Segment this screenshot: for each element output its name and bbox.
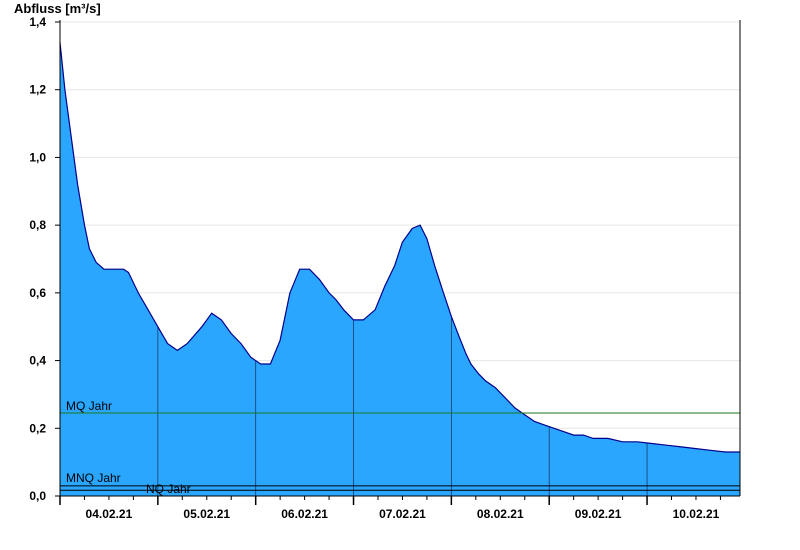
x-tick-label-5: 09.02.21 [575,507,622,521]
y-tick-label-3: 0,6 [29,286,46,300]
reference-label-1: MNQ Jahr [66,471,121,485]
x-tick-label-3: 07.02.21 [379,507,426,521]
x-tick-label-0: 04.02.21 [86,507,133,521]
y-tick-label-7: 1,4 [29,15,46,29]
y-tick-label-6: 1,2 [29,83,46,97]
x-ticks: 04.02.21 05.02.21 06.02.21 07.02.21 08.02.21… [59,496,721,521]
y-tick-label-4: 0,8 [29,218,46,232]
day-separators [157,316,648,496]
reference-label-0: MQ Jahr [66,399,112,413]
y-ticks: 0,0 0,2 0,4 0,6 0,8 1,0 1,2 1,4 [29,15,60,503]
y-tick-label-1: 0,2 [29,421,46,435]
y-tick-label-2: 0,4 [29,354,46,368]
x-tick-label-4: 08.02.21 [477,507,524,521]
reference-label-2: NQ Jahr [146,482,191,496]
x-tick-label-1: 05.02.21 [183,507,230,521]
y-tick-label-5: 1,0 [29,150,46,164]
discharge-area [60,42,740,497]
axes [59,20,741,497]
discharge-line [59,42,740,453]
y-axis-title: Abfluss [m³/s] [14,1,101,16]
y-tick-label-0: 0,0 [29,489,46,503]
x-tick-label-2: 06.02.21 [281,507,328,521]
x-tick-label-6: 10.02.21 [673,507,720,521]
reference-lines: MQ Jahr MNQ Jahr NQ Jahr [60,399,740,496]
